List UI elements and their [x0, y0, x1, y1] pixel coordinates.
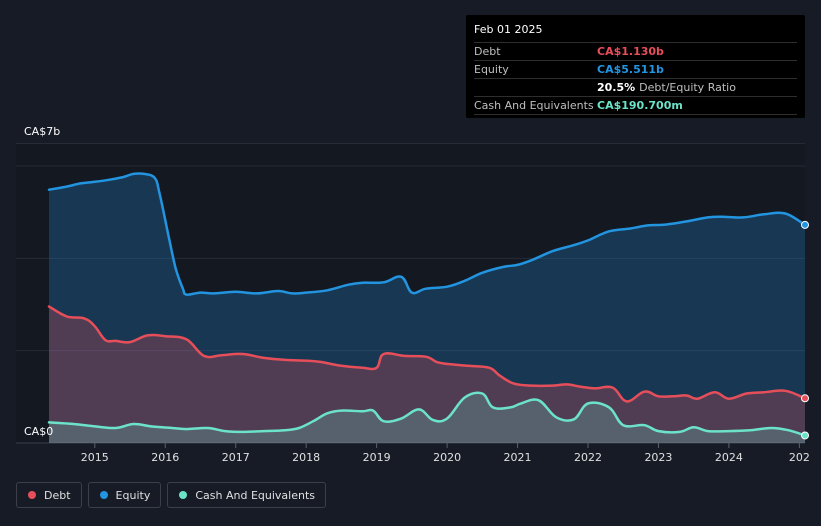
tooltip-date: Feb 01 2025: [474, 23, 543, 36]
x-tick-label: 2019: [363, 451, 391, 464]
tooltip-row-ratio: 20.5% Debt/Equity Ratio: [474, 78, 797, 96]
tooltip-cash-label: Cash And Equivalents: [474, 99, 594, 112]
legend-label-debt: Debt: [44, 488, 71, 502]
x-tick-label: 2015: [81, 451, 109, 464]
tooltip-debt-label: Debt: [474, 45, 501, 58]
x-tick-label: 2016: [151, 451, 179, 464]
x-tick-label: 2018: [292, 451, 320, 464]
x-tick-label: 2023: [644, 451, 672, 464]
tooltip-equity-value: CA$5.511b: [597, 63, 664, 76]
line-cash: [47, 391, 807, 437]
series-lines: [47, 172, 807, 437]
legend-item-debt[interactable]: Debt: [16, 482, 82, 508]
tooltip-row-debt: Debt CA$1.130b: [474, 42, 797, 60]
tooltip-debt-value: CA$1.130b: [597, 45, 664, 58]
tooltip-row-equity: Equity CA$5.511b: [474, 60, 797, 78]
x-tick-label: 2024: [715, 451, 743, 464]
chart-legend: Debt Equity Cash And Equivalents: [16, 482, 326, 508]
x-tick-label: 202: [789, 451, 810, 464]
legend-dot-debt: [28, 491, 36, 499]
tooltip-cash-value: CA$190.700m: [597, 99, 683, 112]
y-axis-bottom-label: CA$0: [24, 425, 53, 438]
endpoint-cash: [801, 431, 809, 440]
series-endpoints: [801, 220, 809, 440]
legend-label-equity: Equity: [115, 488, 151, 502]
legend-item-cash[interactable]: Cash And Equivalents: [167, 482, 326, 508]
data-tooltip: Feb 01 2025 Debt CA$1.130b Equity CA$5.5…: [466, 15, 805, 118]
gridlines: [16, 143, 805, 444]
series-areas: [49, 173, 805, 443]
x-tick-label: 2022: [574, 451, 602, 464]
legend-label-cash: Cash And Equivalents: [195, 488, 315, 502]
tooltip-ratio-label: Debt/Equity Ratio: [639, 81, 736, 94]
line-debt: [47, 305, 807, 403]
tooltip-equity-label: Equity: [474, 63, 509, 76]
area-cash: [49, 392, 805, 443]
area-debt: [49, 306, 805, 443]
x-tick-label: 2017: [222, 451, 250, 464]
x-tick-label: 2021: [504, 451, 532, 464]
area-equity: [49, 173, 805, 443]
endpoint-equity: [801, 220, 809, 229]
line-equity: [47, 172, 807, 296]
legend-dot-cash: [179, 491, 188, 499]
x-tick-label: 2020: [433, 451, 461, 464]
tooltip-row-cash: Cash And Equivalents CA$190.700m: [474, 96, 797, 115]
y-axis-top-label: CA$7b: [24, 125, 60, 138]
tooltip-ratio-value: 20.5%: [597, 81, 636, 94]
endpoint-debt: [801, 394, 809, 403]
legend-item-equity[interactable]: Equity: [87, 482, 162, 508]
legend-dot-equity: [99, 491, 108, 499]
x-axis-ticks: 2015 2016 2017 2018 2019 2020 2021 2022 2023 2024…: [81, 443, 810, 464]
